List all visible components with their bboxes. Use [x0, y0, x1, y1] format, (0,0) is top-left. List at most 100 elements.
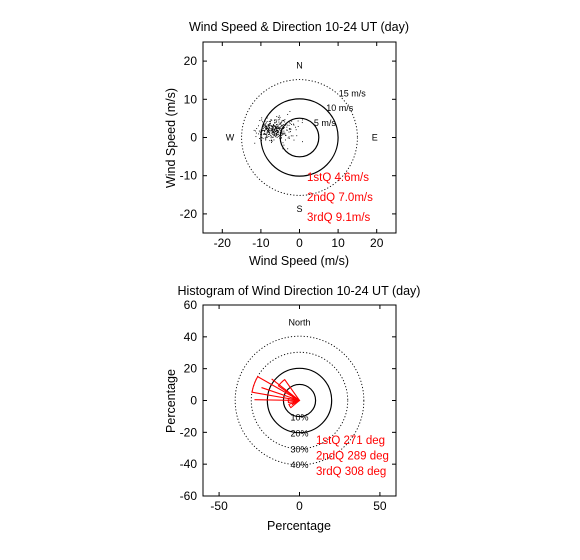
scatter-point [271, 136, 273, 138]
scatter-point [289, 122, 291, 124]
compass-n: N [296, 61, 303, 71]
x-tick-label: 20 [370, 236, 384, 250]
scatter-point [292, 135, 294, 137]
y-tick-label: -10 [180, 169, 198, 183]
ring-20 [266, 367, 333, 434]
scatter-point [283, 144, 285, 146]
scatter-point [276, 130, 278, 131]
scatter-point [284, 139, 286, 141]
scatter-point [279, 116, 281, 118]
scatter-point [280, 138, 282, 140]
histogram-stat-3: 3rdQ 308 deg [316, 466, 386, 478]
scatter-point [282, 142, 284, 144]
x-tick-label: 10 [331, 236, 345, 250]
scatter-stat-1: 1stQ 4.6m/s [307, 172, 369, 184]
scatter-point [272, 124, 274, 125]
rose-wedge [277, 378, 300, 401]
scatter-point [273, 139, 275, 141]
scatter-point [301, 122, 303, 124]
scatter-point [296, 135, 298, 137]
scatter-point [282, 127, 283, 129]
scatter-point [286, 126, 288, 128]
scatter-point [269, 140, 271, 142]
scatter-point [280, 123, 282, 125]
scatter-point [271, 131, 273, 133]
scatter-point [279, 137, 281, 139]
scatter-point [283, 120, 285, 122]
y-tick-label: 60 [184, 298, 198, 312]
scatter-point [280, 125, 282, 126]
scatter-point [275, 130, 276, 132]
scatter-point [256, 128, 258, 129]
scatter-point [284, 119, 286, 121]
scatter-point [292, 123, 294, 125]
scatter-point [264, 120, 266, 122]
scatter-point [278, 133, 279, 135]
scatter-point [259, 138, 260, 139]
scatter-point [274, 119, 276, 121]
scatter-point [266, 134, 268, 136]
scatter-point [276, 128, 277, 129]
scatter-point [265, 136, 267, 138]
scatter-point [276, 137, 278, 138]
scatter-point [270, 127, 272, 129]
scatter-point [269, 123, 271, 125]
scatter-point [258, 133, 260, 135]
x-tick-label: 50 [373, 499, 387, 513]
scatter-point [271, 132, 273, 134]
scatter-point [277, 127, 279, 129]
scatter-point [269, 129, 271, 131]
scatter-point [277, 123, 279, 125]
scatter-point [282, 124, 284, 126]
scatter-point [282, 134, 284, 136]
scatter-point [263, 133, 265, 135]
scatter-point [285, 124, 287, 125]
scatter-point [272, 124, 274, 126]
scatter-point [268, 124, 270, 126]
scatter-point [302, 141, 303, 143]
scatter-point [271, 140, 273, 142]
scatter-point [301, 119, 303, 121]
scatter-point [265, 134, 266, 136]
scatter-point [273, 124, 275, 126]
scatter-panel: Wind Speed & Direction 10-24 UT (day) 5 … [164, 20, 409, 268]
scatter-point [268, 121, 270, 122]
scatter-point [276, 135, 278, 137]
scatter-point [278, 119, 280, 121]
scatter-point [277, 132, 279, 134]
scatter-point [276, 129, 278, 131]
scatter-point [288, 136, 290, 138]
scatter-point [265, 129, 267, 131]
scatter-point [262, 126, 264, 128]
scatter-point [281, 128, 283, 130]
scatter-point [268, 127, 270, 129]
scatter-point [279, 127, 281, 129]
y-tick-label: 10 [184, 92, 198, 106]
scatter-point [286, 129, 288, 131]
scatter-point [260, 137, 262, 139]
scatter-point [272, 133, 274, 135]
scatter-point [261, 130, 262, 132]
scatter-point [288, 124, 290, 126]
scatter-point [274, 122, 276, 124]
scatter-point [269, 124, 271, 126]
scatter-point [285, 134, 287, 136]
scatter-point [281, 134, 283, 136]
scatter-point [280, 128, 282, 130]
x-tick-label: -10 [252, 236, 270, 250]
scatter-point [264, 130, 265, 132]
scatter-point [295, 126, 297, 128]
scatter-point [272, 130, 274, 132]
scatter-point [272, 136, 274, 138]
north-label: North [288, 318, 310, 328]
scatter-point [281, 121, 283, 123]
scatter-point [264, 123, 266, 125]
scatter-point [277, 135, 279, 137]
scatter-point [265, 137, 267, 139]
scatter-point [281, 132, 283, 134]
scatter-point [261, 119, 263, 121]
ring-5 [279, 117, 320, 158]
scatter-point [281, 134, 283, 136]
scatter-point [261, 117, 263, 119]
